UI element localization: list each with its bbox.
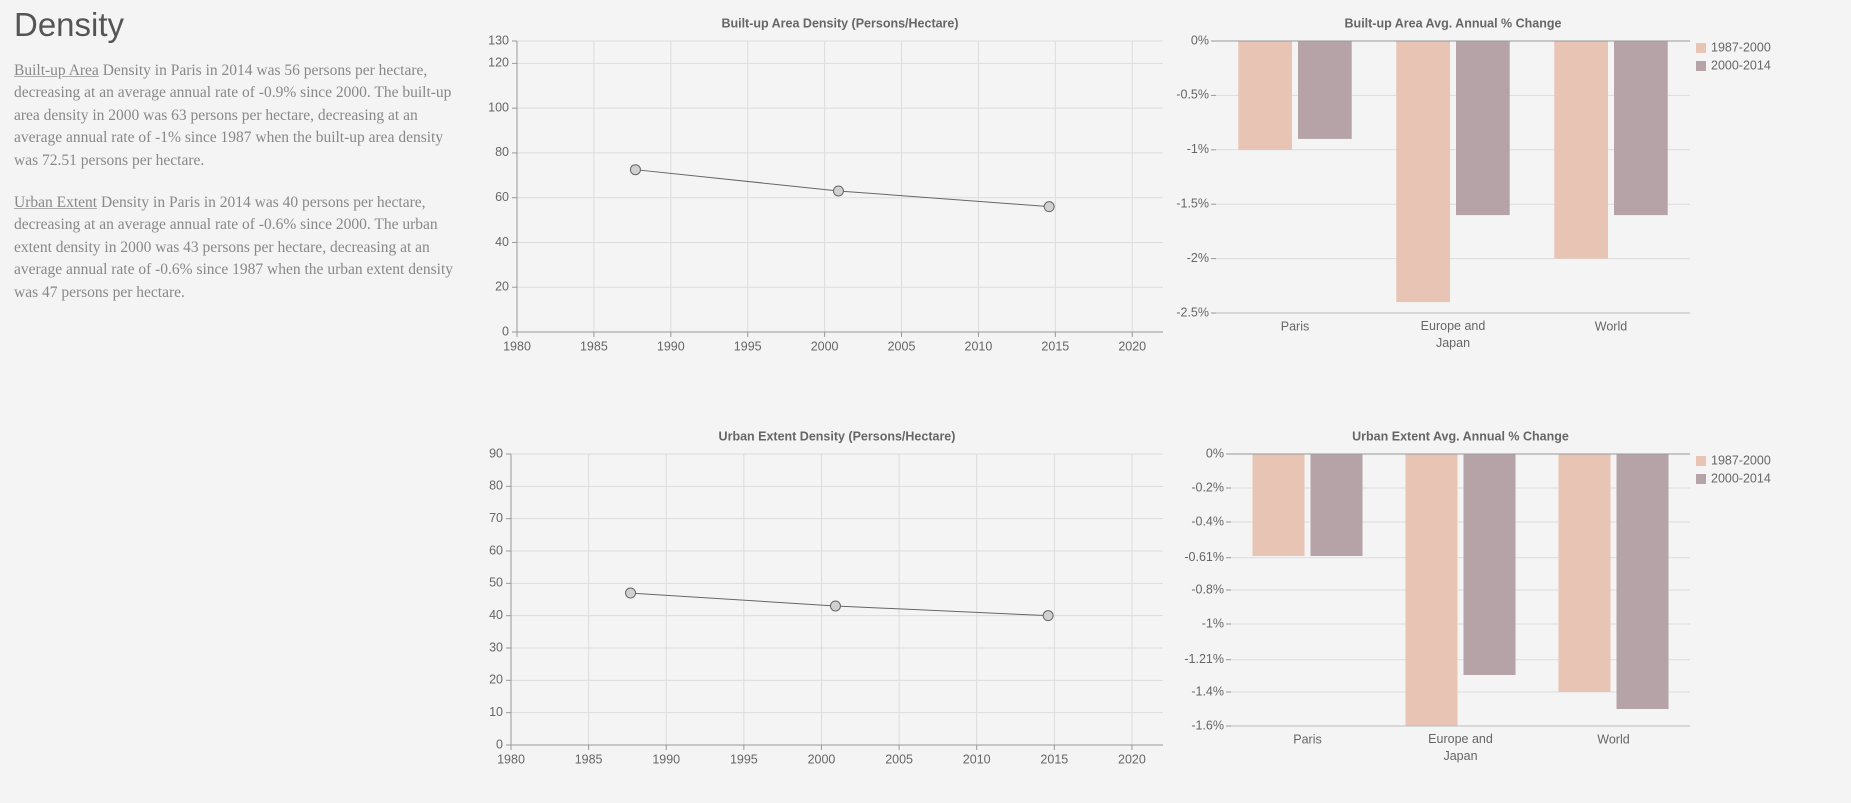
- bar: [1463, 454, 1516, 675]
- paragraph: Urban Extent Density in Paris in 2014 wa…: [14, 192, 464, 304]
- y-tick-label: 100: [488, 100, 509, 114]
- y-tick-label: -2%: [1187, 251, 1209, 265]
- legend-swatch: [1696, 61, 1706, 71]
- bar: [1405, 454, 1458, 726]
- data-point: [832, 185, 844, 197]
- legend-label: 2000-2014: [1711, 471, 1771, 485]
- y-tick-label: 40: [495, 235, 509, 249]
- x-tick-label: World: [1595, 319, 1627, 333]
- x-tick-label: 1990: [652, 752, 680, 766]
- chart-title: Built-up Area Density (Persons/Hectare): [721, 16, 958, 30]
- y-tick-label: -2.5%: [1176, 305, 1209, 319]
- x-tick-label: 2010: [965, 339, 993, 353]
- x-tick-label: 1985: [575, 752, 603, 766]
- y-tick-label: 120: [488, 56, 509, 70]
- y-tick-label: 0%: [1191, 33, 1209, 47]
- x-tick-label: 1980: [497, 752, 525, 766]
- bar: [1614, 41, 1668, 216]
- bar: [1456, 41, 1510, 216]
- x-tick-label: 2005: [885, 752, 913, 766]
- paragraph-text: Density in Paris in 2014 was 56 persons …: [14, 62, 452, 169]
- x-tick-label: 1985: [580, 339, 608, 353]
- data-point: [1042, 610, 1054, 622]
- y-tick-label: 10: [489, 705, 503, 719]
- x-tick-label: 2015: [1040, 752, 1068, 766]
- y-tick-label: 20: [495, 280, 509, 294]
- bar: [1558, 454, 1611, 692]
- y-tick-label: 30: [489, 640, 503, 654]
- chart-title: Urban Extent Avg. Annual % Change: [1352, 429, 1569, 443]
- y-tick-label: 80: [495, 145, 509, 159]
- y-tick-label: -0.61%: [1184, 550, 1224, 564]
- legend-label: 1987-2000: [1711, 40, 1771, 54]
- x-tick-label: 2020: [1118, 752, 1146, 766]
- data-point: [829, 600, 841, 612]
- link[interactable]: Built-up Area: [14, 62, 99, 79]
- chart-title: Urban Extent Density (Persons/Hectare): [719, 429, 956, 443]
- y-tick-label: 90: [489, 446, 503, 460]
- legend-swatch: [1696, 43, 1706, 53]
- y-tick-label: 50: [489, 576, 503, 590]
- y-tick-label: -1.4%: [1191, 684, 1224, 698]
- y-tick-label: -1.21%: [1184, 652, 1224, 666]
- data-point: [629, 164, 641, 176]
- x-tick-label: 2005: [888, 339, 916, 353]
- page-title: Density: [14, 6, 125, 43]
- x-tick-label: 2020: [1118, 339, 1146, 353]
- x-tick-label: 2010: [963, 752, 991, 766]
- x-tick-label: 1995: [734, 339, 762, 353]
- y-tick-label: 0: [502, 324, 509, 338]
- y-tick-label: 60: [495, 190, 509, 204]
- y-tick-label: -1%: [1187, 142, 1209, 156]
- x-tick-label: 2000: [808, 752, 836, 766]
- paragraph: Built-up Area Density in Paris in 2014 w…: [14, 60, 464, 172]
- x-tick-label: Paris: [1293, 732, 1321, 746]
- x-tick-label: Europe and Japan: [1421, 319, 1486, 350]
- y-tick-label: -1.6%: [1191, 718, 1224, 732]
- y-tick-label: -0.2%: [1191, 480, 1224, 494]
- y-tick-label: -0.5%: [1176, 88, 1209, 102]
- bar: [1310, 454, 1363, 556]
- y-tick-label: 60: [489, 543, 503, 557]
- legend-label: 1987-2000: [1711, 453, 1771, 467]
- bar: [1252, 454, 1305, 556]
- legend-swatch: [1696, 456, 1706, 466]
- x-tick-label: 2000: [811, 339, 839, 353]
- x-tick-label: 1980: [503, 339, 531, 353]
- x-tick-label: World: [1597, 732, 1629, 746]
- y-tick-label: 40: [489, 608, 503, 622]
- y-tick-label: -1.5%: [1176, 196, 1209, 210]
- y-tick-label: 20: [489, 673, 503, 687]
- y-tick-label: -0.8%: [1191, 582, 1224, 596]
- y-tick-label: 130: [488, 33, 509, 47]
- x-tick-label: Europe and Japan: [1428, 732, 1493, 763]
- legend-label: 2000-2014: [1711, 58, 1771, 72]
- y-tick-label: -0.4%: [1191, 514, 1224, 528]
- x-tick-label: 2015: [1041, 339, 1069, 353]
- link[interactable]: Urban Extent: [14, 194, 98, 211]
- paragraph-text: Density in Paris in 2014 was 40 persons …: [14, 194, 454, 301]
- x-tick-label: 1995: [730, 752, 758, 766]
- data-point: [625, 587, 637, 599]
- legend-swatch: [1696, 474, 1706, 484]
- x-tick-label: 1990: [657, 339, 685, 353]
- bar: [1298, 41, 1352, 139]
- bar: [1396, 41, 1450, 303]
- y-tick-label: 80: [489, 479, 503, 493]
- y-tick-label: 70: [489, 511, 503, 525]
- chart-title: Built-up Area Avg. Annual % Change: [1345, 16, 1562, 30]
- data-point: [1043, 201, 1055, 213]
- y-tick-label: 0%: [1206, 446, 1224, 460]
- bar: [1616, 454, 1669, 709]
- y-tick-label: 0: [496, 737, 503, 751]
- x-tick-label: Paris: [1281, 319, 1309, 333]
- bar: [1238, 41, 1292, 150]
- bar: [1554, 41, 1608, 259]
- y-tick-label: -1%: [1202, 616, 1224, 630]
